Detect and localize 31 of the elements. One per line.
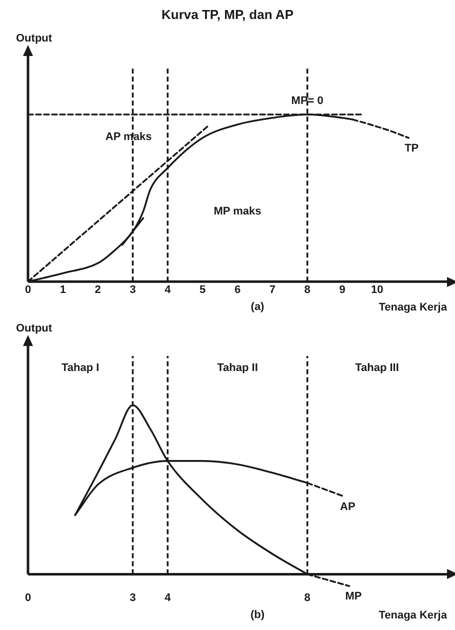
x-tick-label: 4: [164, 284, 172, 296]
chart-title: Kurva TP, MP, dan AP: [160, 6, 294, 24]
annotation: MP maks: [214, 206, 262, 218]
series-label: AP: [340, 500, 356, 513]
x-tick-label: 7: [269, 284, 276, 296]
annotation: AP maks: [105, 131, 152, 144]
text: Tahap II: [217, 362, 258, 374]
x-tick-label: 6: [234, 284, 241, 296]
text: Tahap I: [62, 362, 100, 374]
annotation: MP= 0: [291, 95, 324, 108]
x-tick-label: 8: [304, 592, 310, 604]
x-tick-label: 2: [94, 284, 101, 296]
x-tick-label: 0: [24, 284, 32, 296]
x-tick-label: 1: [60, 284, 66, 296]
x-tick-label: 8: [304, 284, 310, 296]
x-tick-label: 0: [24, 592, 32, 604]
series-label: MP: [345, 590, 362, 603]
x-tick-label: 3: [130, 284, 136, 296]
x-tick-label: 10: [371, 284, 384, 296]
x-axis-title: Tenaga Kerja: [378, 609, 448, 622]
series-label: TP: [404, 142, 419, 154]
x-tick-label: 4: [164, 592, 172, 604]
x-axis-title: Tenaga Kerja: [378, 301, 448, 314]
x-tick-label: 5: [200, 284, 206, 296]
x-tick-label: 9: [339, 284, 346, 296]
y-axis-title: Output: [16, 322, 52, 335]
y-axis-title: Output: [16, 32, 52, 45]
text: Tahap III: [355, 362, 399, 374]
text: (b): [250, 609, 265, 622]
x-tick-label: 3: [130, 592, 136, 604]
text: (a): [250, 301, 265, 314]
